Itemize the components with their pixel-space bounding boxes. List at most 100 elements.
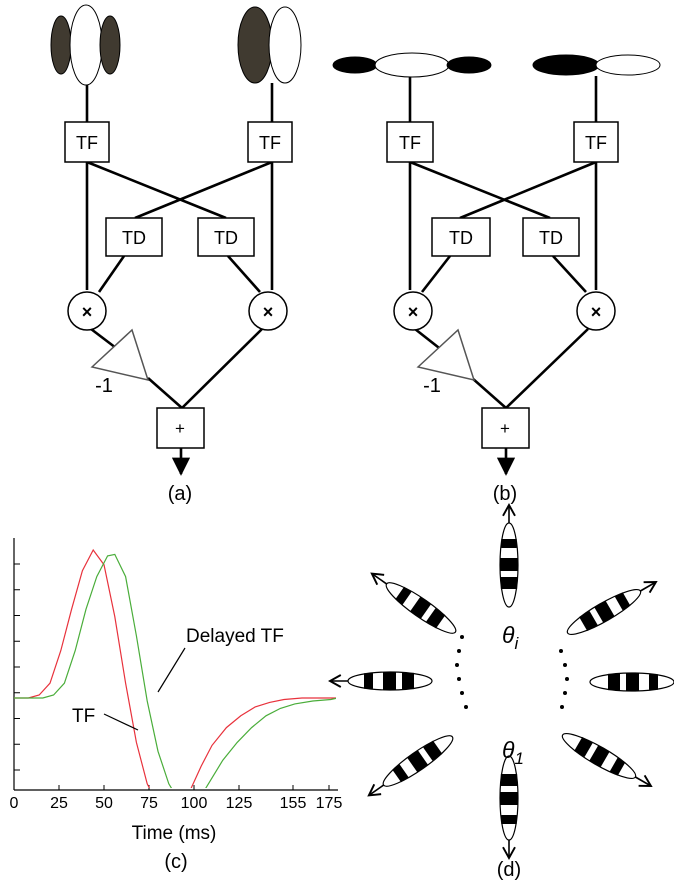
off-subregion <box>99 15 121 75</box>
theta-i-label: θi <box>502 622 519 653</box>
tf-box: TF <box>64 121 110 163</box>
panel-caption: (d) <box>497 859 521 881</box>
tf-box: TF <box>573 121 619 163</box>
motion-direction-arrow <box>639 581 658 594</box>
gabor-patch <box>328 671 433 691</box>
gabor-stripe <box>383 672 396 690</box>
connector-line <box>552 255 587 293</box>
gabor-stripe <box>395 586 412 605</box>
x-axis-label: Time (ms) <box>132 823 217 844</box>
sum-box: + <box>156 407 205 449</box>
on-subregion <box>69 4 103 86</box>
on-subregion <box>268 6 302 84</box>
td-box: TD <box>105 217 163 257</box>
td-box: TD <box>522 217 580 257</box>
dotted-arc <box>559 649 569 709</box>
td-box: TD <box>431 217 491 257</box>
panel-caption: (c) <box>164 851 187 873</box>
gabor-stripe <box>500 558 518 571</box>
panel-caption: (a) <box>168 483 192 505</box>
connector-line <box>505 328 589 409</box>
panel-c: 0 25 50 75 100 125 155 175 Delayed TF TF Time (… <box>10 538 343 873</box>
multiply-label: × <box>591 302 602 322</box>
off-subregion <box>332 56 378 74</box>
multiply-node: × <box>67 291 107 331</box>
annotation-pointer <box>157 647 186 693</box>
gabor-patch <box>367 735 454 797</box>
gabor-stripe <box>614 592 631 611</box>
delayed-tf-series-line <box>14 553 336 788</box>
sum-label: + <box>500 419 510 438</box>
off-subregion <box>446 56 492 74</box>
x-ticks: 0 25 50 75 100 125 155 175 <box>10 785 343 812</box>
theta-1-label: θ1 <box>502 737 524 768</box>
gabor-patch <box>566 581 658 635</box>
x-tick-label: 125 <box>226 795 253 812</box>
gabor-patch <box>499 755 519 860</box>
x-tick-label: 175 <box>316 795 343 812</box>
multiply-node: × <box>248 291 288 331</box>
multiply-label: × <box>82 302 93 322</box>
connector-line <box>86 160 227 220</box>
tf-label: TF <box>585 133 607 153</box>
gabor-patch <box>589 672 674 692</box>
gabor-stripe <box>574 736 593 758</box>
panel-caption: (b) <box>493 483 517 505</box>
panel-a: TF TF TD TD × × -1 + (a) <box>50 4 302 505</box>
x-tick-label: 25 <box>50 795 68 812</box>
panel-d: θi θ1 (d) <box>328 503 674 881</box>
tf-label: TF <box>76 133 98 153</box>
gain-label: -1 <box>95 375 113 397</box>
multiply-label: × <box>263 302 274 322</box>
connector-line <box>471 377 507 409</box>
chart-frame <box>13 538 338 791</box>
gabor-stripe <box>407 750 429 773</box>
y-ticks <box>14 563 20 771</box>
connector-line <box>181 328 263 409</box>
on-subregion <box>374 52 450 78</box>
multiply-node: × <box>576 291 616 331</box>
inverting-amplifier <box>90 328 150 382</box>
gabor-stripe <box>501 539 517 548</box>
x-tick-label: 155 <box>280 795 307 812</box>
delayed-tf-annotation: Delayed TF <box>186 626 284 647</box>
connector-line <box>420 255 452 293</box>
right-receptive-field <box>237 6 302 84</box>
td-label: TD <box>449 228 473 248</box>
left-receptive-field <box>332 52 492 78</box>
tf-annotation: TF <box>72 706 95 727</box>
gabor-stripe <box>589 745 610 768</box>
tf-series-line <box>14 548 336 788</box>
x-tick-label: 100 <box>181 795 208 812</box>
right-receptive-field <box>532 54 661 76</box>
motion-direction-arrow <box>367 783 385 797</box>
connector-line <box>227 255 261 293</box>
panel-b: TF TF TD TD × × -1 + (b) <box>332 52 661 505</box>
connector-line <box>134 160 273 220</box>
series-layer <box>14 548 336 788</box>
sum-box: + <box>481 407 530 449</box>
gabor-stripe <box>649 674 658 690</box>
gabor-stripe <box>364 673 373 689</box>
connector-line <box>97 255 126 293</box>
left-receptive-field <box>50 4 121 86</box>
td-label: TD <box>122 228 146 248</box>
gabor-stripe <box>410 596 432 619</box>
gabor-stripe <box>426 608 446 629</box>
x-tick-label: 75 <box>140 795 158 812</box>
gabor-stripe <box>608 673 620 691</box>
tf-box: TF <box>386 121 434 163</box>
motion-direction-arrow <box>370 572 388 586</box>
td-box: TD <box>197 217 255 257</box>
off-subregion <box>50 15 72 75</box>
tf-label: TF <box>259 133 281 153</box>
off-subregion <box>237 6 273 84</box>
gabor-patch <box>370 572 457 634</box>
inverting-amplifier <box>416 328 476 382</box>
multiply-label: × <box>408 302 419 322</box>
x-tick-label: 0 <box>10 795 19 812</box>
sum-label: + <box>175 419 185 438</box>
dotted-arc <box>455 635 468 709</box>
annotation-pointer <box>103 713 139 731</box>
gabor-stripe <box>392 764 409 783</box>
